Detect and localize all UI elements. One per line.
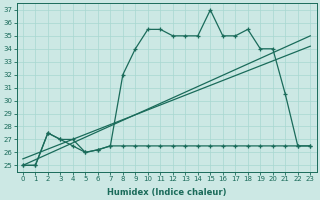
X-axis label: Humidex (Indice chaleur): Humidex (Indice chaleur) <box>107 188 226 197</box>
